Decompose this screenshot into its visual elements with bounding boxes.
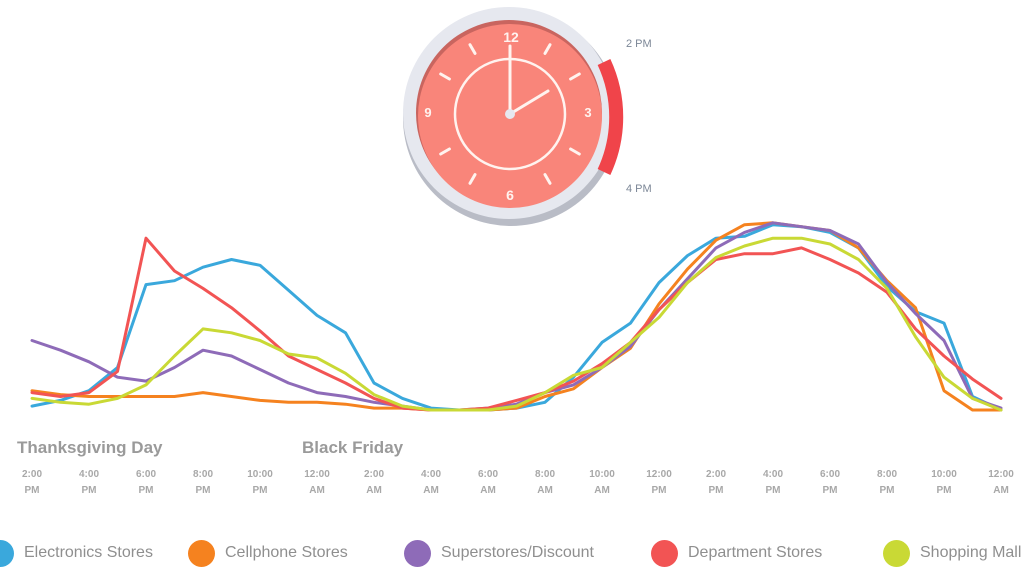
tick-time: 6:00 <box>819 469 840 480</box>
legend-item-electronics[interactable]: Electronics Stores <box>0 538 153 568</box>
x-axis-tick: 10:00 PM <box>235 467 285 499</box>
clock-range-end-label: 4 PM <box>626 183 652 195</box>
clock-number-12: 12 <box>503 29 519 45</box>
tick-time: 8:00 <box>534 469 555 480</box>
tick-time: 10:00 <box>589 469 615 480</box>
legend-label: Department Stores <box>688 544 823 561</box>
x-axis-tick: 2:00 AM <box>349 467 399 499</box>
chart-series-group <box>30 221 1003 412</box>
tick-ampm: PM <box>708 485 724 496</box>
series-line-superstores-discount <box>30 221 1003 412</box>
tick-time: 6:00 <box>135 469 156 480</box>
tick-time: 8:00 <box>876 469 897 480</box>
tick-time: 6:00 <box>477 469 498 480</box>
clock-tick-mark <box>468 43 477 55</box>
tick-time: 8:00 <box>192 469 213 480</box>
x-axis-tick: 12:00 PM <box>634 467 684 499</box>
tick-ampm: PM <box>765 485 781 496</box>
tick-ampm: AM <box>309 485 325 496</box>
clock-center-pin <box>505 109 515 119</box>
day-label-thanksgiving: Thanksgiving Day <box>17 438 163 457</box>
tick-time: 10:00 <box>247 469 273 480</box>
x-axis-tick: 12:00 AM <box>292 467 342 499</box>
series-line-department-stores <box>30 236 1003 412</box>
tick-ampm: AM <box>594 485 610 496</box>
chart-legend: Electronics Stores Cellphone Stores Supe… <box>0 538 1024 568</box>
day-label-black-friday: Black Friday <box>302 438 404 457</box>
clock-tick-mark <box>439 147 451 156</box>
legend-label: Cellphone Stores <box>225 544 348 561</box>
tick-ampm: AM <box>993 485 1009 496</box>
clock-hour-hand <box>508 89 550 116</box>
x-axis-tick: 8:00 PM <box>178 467 228 499</box>
tick-ampm: PM <box>195 485 211 496</box>
tick-ampm: PM <box>936 485 952 496</box>
tick-time: 4:00 <box>78 469 99 480</box>
x-axis-tick: 2:00 PM <box>691 467 741 499</box>
clock-range-start-label: 2 PM <box>626 38 652 50</box>
legend-item-cellphone[interactable]: Cellphone Stores <box>188 538 348 568</box>
clock-tick-mark <box>468 173 477 185</box>
legend-item-shopping-mall[interactable]: Shopping Mall <box>883 538 1021 568</box>
clock-tick-mark <box>439 72 451 81</box>
tick-ampm: PM <box>24 485 40 496</box>
tick-time: 2:00 <box>21 469 42 480</box>
clock-tick-mark <box>543 43 552 55</box>
legend-label: Electronics Stores <box>24 544 153 561</box>
clock-time-range-arc <box>597 59 624 175</box>
tick-time: 12:00 <box>304 469 330 480</box>
tick-time: 4:00 <box>762 469 783 480</box>
tick-ampm: AM <box>423 485 439 496</box>
x-axis-tick: 6:00 AM <box>463 467 513 499</box>
tick-time: 2:00 <box>705 469 726 480</box>
x-axis-tick: 4:00 PM <box>64 467 114 499</box>
x-axis-tick: 8:00 AM <box>520 467 570 499</box>
clock-number-3: 3 <box>584 105 591 120</box>
tick-ampm: PM <box>81 485 97 496</box>
series-line-shopping-mall <box>30 236 1003 412</box>
tick-time: 4:00 <box>420 469 441 480</box>
x-axis-tick: 10:00 PM <box>919 467 969 499</box>
x-axis-tick: 4:00 AM <box>406 467 456 499</box>
x-axis-tick: 2:00 PM <box>7 467 57 499</box>
clock-number-6: 6 <box>506 187 514 203</box>
x-axis-tick: 6:00 PM <box>805 467 855 499</box>
x-axis-tick: 8:00 PM <box>862 467 912 499</box>
tick-ampm: AM <box>480 485 496 496</box>
series-line-electronics-stores <box>30 223 1003 412</box>
clock-number-9: 9 <box>424 105 431 120</box>
legend-dot-icon <box>651 539 678 567</box>
tick-time: 10:00 <box>931 469 957 480</box>
legend-label: Shopping Mall <box>920 544 1022 561</box>
tick-ampm: PM <box>138 485 154 496</box>
x-axis-tick: 12:00 AM <box>976 467 1024 499</box>
tick-ampm: PM <box>879 485 895 496</box>
legend-dot-icon <box>0 539 14 567</box>
tick-time: 2:00 <box>363 469 384 480</box>
legend-item-superstores[interactable]: Superstores/Discount <box>404 538 594 568</box>
legend-item-department[interactable]: Department Stores <box>651 538 822 568</box>
x-axis-tick: 4:00 PM <box>748 467 798 499</box>
legend-dot-icon <box>883 539 910 567</box>
legend-dot-icon <box>404 539 431 567</box>
legend-dot-icon <box>188 539 215 567</box>
clock-tick-mark <box>543 173 552 185</box>
tick-ampm: AM <box>537 485 553 496</box>
tick-time: 12:00 <box>646 469 672 480</box>
clock-graphic: 12 3 6 9 <box>403 7 624 226</box>
clock-tick-mark <box>569 147 581 156</box>
tick-ampm: AM <box>366 485 382 496</box>
legend-label: Superstores/Discount <box>441 544 594 561</box>
x-axis-tick: 10:00 AM <box>577 467 627 499</box>
clock-tick-marks <box>439 43 581 185</box>
x-axis-tick: 6:00 PM <box>121 467 171 499</box>
tick-ampm: PM <box>822 485 838 496</box>
tick-ampm: PM <box>651 485 667 496</box>
tick-ampm: PM <box>252 485 268 496</box>
clock-tick-mark <box>569 72 581 81</box>
tick-time: 12:00 <box>988 469 1014 480</box>
series-line-cellphone-stores <box>30 221 1003 412</box>
